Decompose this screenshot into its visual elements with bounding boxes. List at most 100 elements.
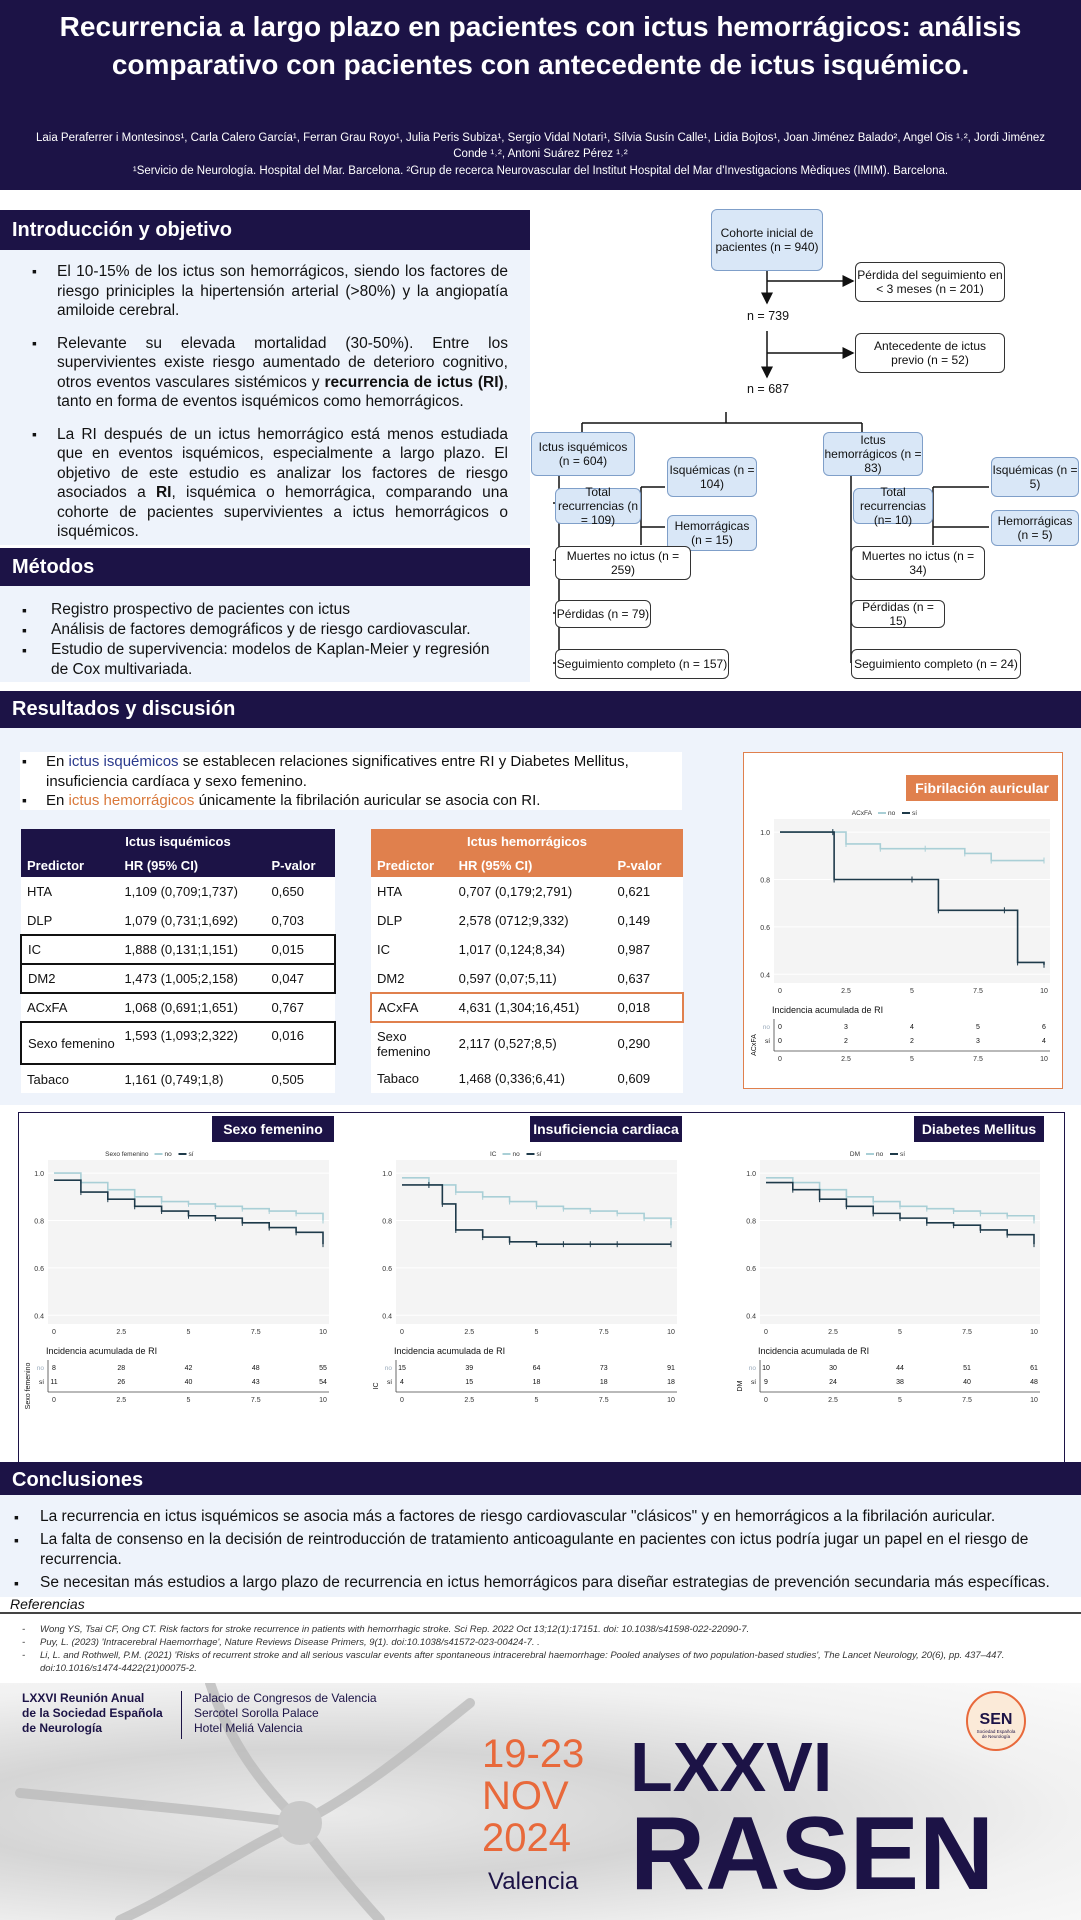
table-header: P-valor xyxy=(265,853,335,877)
results-bullet-2: En ictus hemorrágicos únicamente la fibr… xyxy=(20,791,682,811)
poster-title: Recurrencia a largo plazo en pacientes c… xyxy=(20,8,1061,84)
km-ic-chart: 0.4 0.6 0.8 1.0 0 2.5 5 7.5 10 IC no sí Incidencia a… xyxy=(373,1151,677,1404)
congress-line: LXXVI Reunión Anual xyxy=(22,1691,145,1705)
km-y-tick: 1.0 xyxy=(34,1171,44,1178)
km-risk-value: 39 xyxy=(465,1365,473,1372)
table-cell: 0,987 xyxy=(611,935,683,964)
table-cell: 1,888 (0,131;1,151) xyxy=(118,934,266,965)
km-legend-label: sí xyxy=(537,1151,542,1158)
km-risk-x-tick: 7.5 xyxy=(251,1397,261,1404)
r2-highlight: ictus hemorrágicos xyxy=(68,792,195,809)
r2-tail: únicamente la fibrilación auricular se a… xyxy=(194,792,541,809)
intro-b3-bold: RI xyxy=(155,484,172,501)
km-risk-x-tick: 0 xyxy=(52,1397,56,1404)
km-x-tick: 2.5 xyxy=(464,1329,474,1336)
km-risk-x-tick: 7.5 xyxy=(599,1397,609,1404)
table-cell: Sexo femenino xyxy=(19,1021,119,1065)
sen-logo-subtitle: Sociedad Española de Neurología xyxy=(976,1729,1016,1739)
km-risk-value: 18 xyxy=(533,1379,541,1386)
references-label: Referencias xyxy=(10,1596,85,1612)
intro-b3-text: La RI después de un ictus hemorrágico es… xyxy=(57,425,508,502)
flow-n687: n = 687 xyxy=(747,382,790,396)
flow-ischemic-deaths: Muertes no ictus (n = 259) xyxy=(555,546,691,580)
table-row: DLP 2,578 (0712;9,332) 0,149 xyxy=(371,906,683,935)
km-legend-label: sí xyxy=(900,1151,905,1158)
venue-line: Sercotel Sorolla Palace xyxy=(194,1706,319,1720)
km-risk-title: Incidencia acumulada de RI xyxy=(394,1346,505,1356)
table-cell: 0,290 xyxy=(611,1022,683,1064)
dates-line: NOV xyxy=(482,1774,569,1818)
r1-highlight: ictus isquémicos xyxy=(68,753,179,770)
footer-banner: LXXVI Reunión Anual de la Sociedad Españ… xyxy=(0,1683,1081,1920)
table-header: Predictor xyxy=(371,853,453,877)
km-x-tick: 7.5 xyxy=(251,1329,261,1336)
km-y-tick: 0.6 xyxy=(746,1266,756,1273)
km-risk-value: 15 xyxy=(398,1365,406,1372)
km-panel-ic: Insuficiencia cardiaca 0.4 0.6 0.8 1.0 0 2.5 5… xyxy=(370,1116,685,1428)
km-plot-bg xyxy=(760,1160,1040,1324)
table-cell: 1,593 (1,093;2,322) xyxy=(118,1021,266,1065)
table-row: ACxFA 1,068 (0,691;1,651) 0,767 xyxy=(21,993,335,1022)
flow-hemorrhagic-total: Total recurrencias (n= 10) xyxy=(853,485,933,527)
km-risk-value: 61 xyxy=(1030,1365,1038,1372)
table-cell: 1,017 (0,124;8,34) xyxy=(452,935,612,964)
km-risk-title: Incidencia acumulada de RI xyxy=(772,1005,883,1015)
km-x-tick: 5 xyxy=(187,1329,191,1336)
km-risk-value: 44 xyxy=(896,1365,904,1372)
table-row: Tabaco 1,161 (0,749;1,8) 0,505 xyxy=(21,1064,335,1093)
intro-bullet-1: El 10-15% de los ictus son hemorrágicos,… xyxy=(30,262,508,321)
dates-line: 19-23 xyxy=(482,1732,585,1776)
km-risk-value: 64 xyxy=(533,1365,541,1372)
references-list: Wong YS, Tsai CF, Ong CT. Risk factors f… xyxy=(22,1623,1062,1675)
km-legend-label: no xyxy=(888,810,896,817)
methods-item: Estudio de supervivencia: modelos de Kap… xyxy=(20,640,510,680)
km-y-tick: 1.0 xyxy=(382,1171,392,1178)
table-cell: 0,637 xyxy=(611,964,683,993)
table-cell: ACxFA xyxy=(370,992,453,1023)
conclusions-section: La recurrencia en ictus isquémicos se as… xyxy=(0,1495,1081,1597)
table-cell: DLP xyxy=(21,906,119,935)
km-af-title: Fibrilación auricular xyxy=(906,775,1058,801)
km-risk-x-tick: 2.5 xyxy=(464,1397,474,1404)
km-risk-row-label: no xyxy=(385,1365,393,1372)
table-cell: 0,767 xyxy=(265,993,335,1022)
km-plot-bg xyxy=(48,1160,329,1324)
km-sex-chart: 0.4 0.6 0.8 1.0 0 2.5 5 7.5 10 Sexo femenino no sí I… xyxy=(25,1151,329,1409)
km-risk-x-tick: 0 xyxy=(778,1056,782,1063)
km-x-tick: 0 xyxy=(778,988,782,995)
poster-header: Recurrencia a largo plazo en pacientes c… xyxy=(0,0,1081,190)
km-risk-row-label: sí xyxy=(39,1379,44,1386)
table-cell: DM2 xyxy=(371,964,453,993)
table-header: HR (95% CI) xyxy=(118,853,266,877)
km-y-tick: 0.6 xyxy=(382,1266,392,1273)
km-risk-x-tick: 0 xyxy=(764,1397,768,1404)
table-cell: 2,578 (0712;9,332) xyxy=(452,906,612,935)
flow-n739: n = 739 xyxy=(747,309,790,323)
km-risk-value: 11 xyxy=(50,1379,57,1386)
km-sex-title: Sexo femenino xyxy=(212,1116,334,1142)
km-risk-value: 9 xyxy=(764,1379,768,1386)
km-legend-title: Sexo femenino xyxy=(105,1151,149,1158)
km-risk-x-tick: 0 xyxy=(400,1397,404,1404)
table-row: Sexo femenino 2,117 (0,527;8,5) 0,290 xyxy=(371,1022,683,1064)
km-risk-x-tick: 10 xyxy=(1040,1056,1048,1063)
km-dm-chart: 0.4 0.6 0.8 1.0 0 2.5 5 7.5 10 DM no sí Incidencia a… xyxy=(737,1151,1040,1404)
venue-line: Palacio de Congresos de Valencia xyxy=(194,1691,377,1705)
intro-b2-bold: recurrencia de ictus (RI) xyxy=(324,373,504,391)
congress-number: LXXVI xyxy=(630,1728,833,1806)
km-risk-x-tick: 5 xyxy=(898,1397,902,1404)
flow-hemorrhagic: Ictus hemorrágicos (n = 83) xyxy=(823,432,923,476)
title-line-2: comparativo con pacientes con antecedent… xyxy=(111,49,970,80)
congress-name: LXXVI Reunión Anual de la Sociedad Españ… xyxy=(22,1691,182,1736)
km-x-tick: 2.5 xyxy=(841,988,851,995)
km-risk-value: 18 xyxy=(600,1379,608,1386)
km-risk-x-tick: 5 xyxy=(187,1397,191,1404)
km-risk-value: 73 xyxy=(600,1365,608,1372)
km-risk-x-tick: 2.5 xyxy=(116,1397,126,1404)
km-x-tick: 10 xyxy=(319,1329,327,1336)
table-cell: IC xyxy=(19,934,119,965)
methods-heading: Métodos xyxy=(0,548,530,586)
km-risk-x-tick: 7.5 xyxy=(962,1397,972,1404)
km-series-line xyxy=(780,831,1045,965)
venue-line: Hotel Meliá Valencia xyxy=(194,1721,303,1735)
